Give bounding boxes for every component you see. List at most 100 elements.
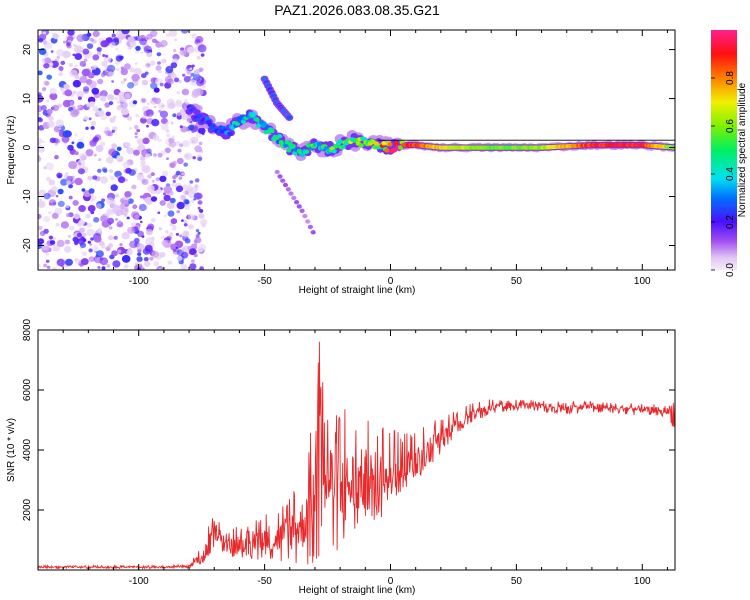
y-tick-label: 0 <box>22 144 33 150</box>
noise-blob <box>95 250 104 258</box>
noise-blob <box>140 51 144 54</box>
noise-blob <box>105 54 109 58</box>
noise-blob <box>189 120 193 124</box>
ridge-core <box>676 145 681 149</box>
noise-blob <box>188 203 192 206</box>
noise-blob <box>97 168 102 173</box>
noise-blob <box>139 195 144 199</box>
noise-blob <box>63 246 72 253</box>
noise-blob <box>65 258 73 266</box>
noise-blob <box>48 179 56 186</box>
snr-series-group <box>38 341 675 570</box>
noise-blob <box>147 174 152 179</box>
noise-blob <box>181 113 189 121</box>
noise-blob <box>52 33 60 40</box>
noise-blob <box>108 169 114 173</box>
noise-blob <box>146 102 150 105</box>
noise-blob <box>69 101 74 106</box>
noise-blob <box>140 117 147 124</box>
noise-blob <box>165 33 171 38</box>
noise-blob <box>165 230 169 234</box>
noise-blob <box>194 178 200 183</box>
noise-blob <box>198 127 206 135</box>
spectrogram-y-ticks: -20 -10 0 10 20 <box>22 44 675 253</box>
noise-blob <box>179 49 187 56</box>
upper-branch-core <box>286 115 292 120</box>
x-tick-label: 50 <box>511 576 523 587</box>
noise-blob <box>127 36 135 43</box>
noise-blob <box>182 184 189 191</box>
noise-blob <box>132 204 138 209</box>
noise-blob <box>64 239 70 245</box>
lower-branch-blob <box>291 195 297 201</box>
noise-blob <box>189 180 194 184</box>
noise-blob <box>170 62 178 69</box>
noise-blob <box>133 149 140 156</box>
noise-blob <box>58 72 63 76</box>
noise-blob <box>67 39 72 43</box>
noise-blob <box>128 169 136 176</box>
ridge-core <box>381 141 387 146</box>
noise-blob <box>119 243 123 247</box>
noise-blob <box>139 38 147 46</box>
noise-blob <box>197 246 204 253</box>
noise-blob <box>184 238 191 244</box>
noise-blob <box>78 219 85 226</box>
x-tick-label: 100 <box>634 576 651 587</box>
noise-blob <box>161 239 168 246</box>
noise-blob <box>140 220 143 224</box>
noise-blob <box>111 250 118 257</box>
lower-branch-blob <box>307 224 313 230</box>
noise-blob <box>151 250 160 258</box>
noise-blob <box>151 180 155 183</box>
noise-blob <box>73 43 77 47</box>
noise-blob <box>77 96 82 100</box>
noise-blob <box>184 204 190 210</box>
noise-blob <box>130 222 137 228</box>
noise-blob <box>127 46 132 50</box>
ridge-core <box>290 144 296 149</box>
noise-blob <box>181 219 184 222</box>
noise-blob <box>102 168 108 173</box>
noise-blob <box>197 206 201 210</box>
noise-blob <box>111 80 114 83</box>
ridge-core <box>210 123 216 128</box>
colorbar-ticks: 0.0 0.2 0.4 0.6 0.8 <box>711 71 736 277</box>
noise-blob <box>163 214 167 218</box>
noise-blob <box>180 264 188 270</box>
noise-blob <box>83 58 88 62</box>
noise-blob <box>162 170 169 177</box>
noise-blob <box>179 125 183 129</box>
noise-blob <box>86 32 92 37</box>
noise-blob <box>176 255 183 262</box>
noise-blob <box>134 214 140 220</box>
x-tick-label: 100 <box>634 276 651 287</box>
noise-blob <box>107 209 113 214</box>
noise-blob <box>55 194 59 198</box>
noise-blob <box>187 213 196 221</box>
noise-blob <box>108 148 117 156</box>
noise-blob <box>128 126 133 130</box>
noise-blob <box>181 248 186 251</box>
noise-blob <box>107 235 114 241</box>
noise-blob <box>72 53 76 57</box>
noise-blob <box>45 162 54 171</box>
noise-blob <box>191 64 195 68</box>
noise-blob <box>120 80 125 84</box>
noise-blob <box>133 67 142 76</box>
noise-blob <box>172 175 177 180</box>
noise-blob <box>183 219 188 224</box>
lower-branch-blob <box>296 204 302 209</box>
noise-blob <box>140 267 145 270</box>
noise-blob <box>100 40 109 48</box>
noise-blob <box>86 228 95 237</box>
noise-blob <box>143 45 152 54</box>
noise-blob <box>117 249 122 254</box>
noise-blob <box>115 55 123 62</box>
ridge-core <box>197 114 203 119</box>
noise-blob <box>38 112 41 117</box>
noise-blob <box>135 45 141 51</box>
noise-blob <box>109 41 116 48</box>
noise-blob <box>106 64 116 73</box>
